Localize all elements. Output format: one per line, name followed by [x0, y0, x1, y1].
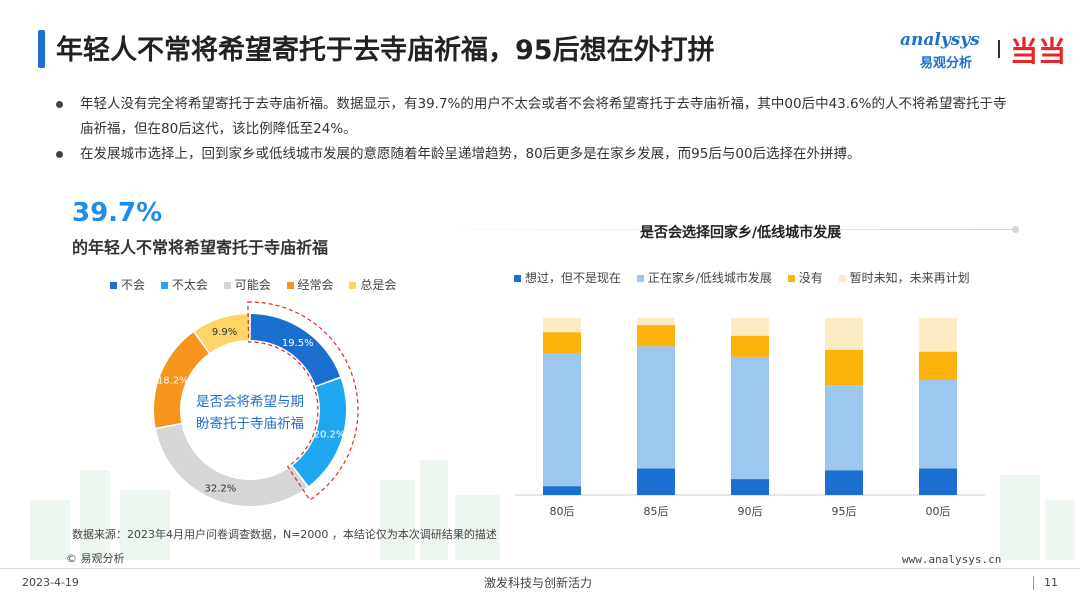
bar-segment [731, 335, 769, 357]
footer-divider [0, 568, 1080, 569]
bullet-item: 年轻人没有完全将希望寄托于去寺庙祈福。数据显示，有39.7%的用户不太会或者不会… [56, 92, 1016, 142]
legend-item: 暂时未知，未来再计划 [838, 269, 970, 286]
city-skyline-background [30, 460, 1075, 560]
legend-item: 可能会 [223, 276, 271, 293]
footer-slogan: 激发科技与创新活力 [484, 576, 593, 590]
bullet-item: 在发展城市选择上，回到家乡或低线城市发展的意愿随着年龄呈递增趋势，80后更多是在… [56, 142, 1016, 167]
legend-item: 总是会 [349, 276, 396, 293]
data-source-note: 数据来源：2023年4月用户问卷调查数据，N=2000 ，本结论仅为本次调研结果… [72, 528, 497, 541]
donut-slice-label: 19.5% [282, 338, 314, 349]
x-tick-label: 85后 [644, 505, 669, 518]
bar-segment [543, 332, 581, 354]
legend-item: 经常会 [286, 276, 334, 293]
page-title: 年轻人不常将希望寄托于去寺庙祈福，95后想在外打拼 [56, 35, 715, 66]
bar-segment [825, 349, 863, 386]
bar-segment [919, 468, 957, 495]
legend-item: 不会 [110, 276, 145, 293]
donut-slice-label: 32.2% [205, 484, 237, 495]
x-tick-label: 00后 [926, 505, 951, 518]
bar-segment [731, 479, 769, 495]
legend-item: 没有 [787, 269, 823, 286]
page-separator [1033, 576, 1034, 590]
bar-segment [825, 318, 863, 350]
legend-item: 正在家乡/低线城市发展 [636, 269, 772, 286]
highlight-caption: 的年轻人不常将希望寄托于寺庙祈福 [72, 238, 329, 257]
title-accent-bar [38, 30, 45, 68]
bullet-dot-icon [56, 151, 63, 158]
bar-segment [825, 470, 863, 495]
bar-segment [919, 379, 957, 469]
donut-slice-label: 18.2% [157, 375, 189, 386]
bar-segment [919, 351, 957, 380]
bar-segment [637, 325, 675, 347]
bar-segment [825, 385, 863, 471]
donut-slice [156, 424, 308, 506]
donut-slice-label: 9.9% [212, 327, 237, 338]
x-tick-label: 80后 [550, 505, 575, 518]
bar-segment [731, 318, 769, 336]
report-date: 2023-4-19 [22, 576, 79, 589]
bar-segment [543, 353, 581, 487]
divider-dot [1012, 226, 1019, 233]
highlight-percent: 39.7% [72, 198, 163, 228]
donut-slice [250, 314, 340, 386]
bar-segment [543, 486, 581, 495]
bar-segment [919, 318, 957, 352]
bar-segment [637, 346, 675, 469]
bar-chart-title: 是否会选择回家乡/低线城市发展 [640, 225, 842, 241]
summary-bullets: 年轻人没有完全将希望寄托于去寺庙祈福。数据显示，有39.7%的用户不太会或者不会… [56, 92, 1016, 167]
legend-item: 不太会 [160, 276, 208, 293]
logo-separator [998, 40, 1000, 58]
bar-legend: 想过，但不是现在 正在家乡/低线城市发展 没有 暂时未知，未来再计划 [514, 269, 982, 286]
donut-slice-label: 20.2% [314, 430, 346, 441]
dangdang-logo: 当当 [1010, 35, 1067, 68]
analysys-logo: analysys 易观分析 [900, 30, 980, 71]
bar-segment [543, 318, 581, 333]
bar-segment [637, 468, 675, 495]
copyright: © 易观分析 [66, 552, 125, 565]
x-tick-label: 95后 [832, 505, 857, 518]
donut-center-label: 盼寄托于寺庙祈福 [196, 415, 304, 432]
donut-slice [194, 314, 250, 353]
bullet-dot-icon [56, 101, 63, 108]
divider-line [385, 229, 1015, 230]
bar-segment [637, 318, 675, 326]
bar-segment [731, 356, 769, 480]
donut-center-label: 是否会将希望与期 [196, 394, 304, 410]
donut-legend: 不会 不太会 可能会 经常会 总是会 [110, 276, 408, 293]
page-number: 11 [1044, 576, 1058, 589]
legend-item: 想过，但不是现在 [514, 269, 621, 286]
stacked-bar-chart: 80后 85后 90后 95后 00后 [515, 318, 985, 518]
donut-slice [292, 378, 346, 487]
donut-slice [154, 332, 209, 428]
website-link: www.analysys.cn [902, 553, 1002, 566]
x-tick-label: 90后 [738, 505, 763, 518]
